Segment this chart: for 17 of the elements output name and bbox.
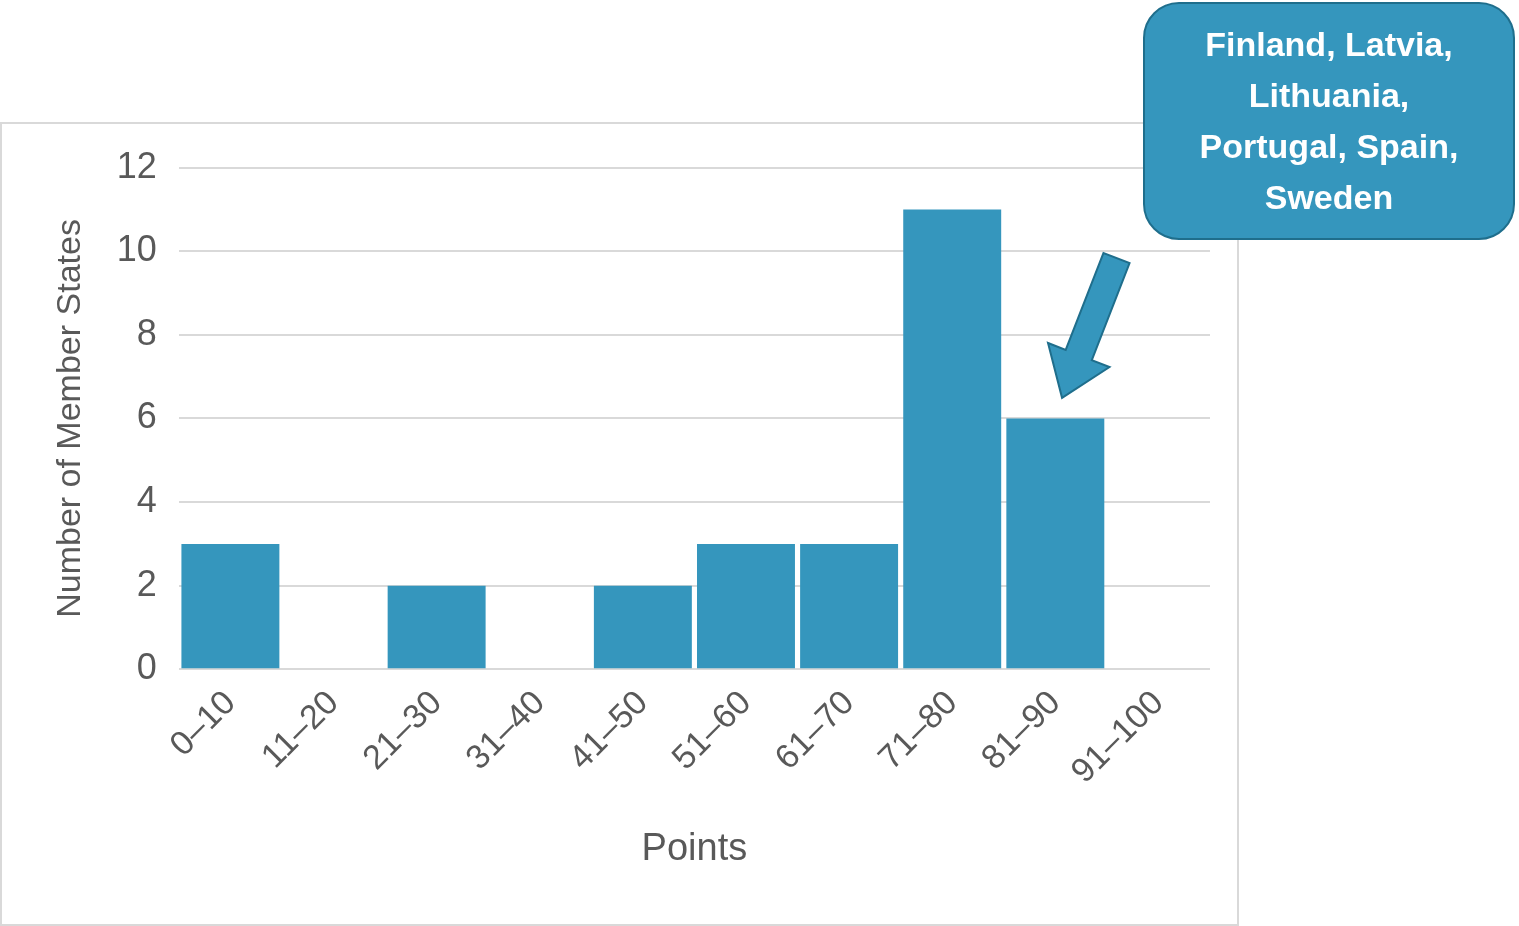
y-tick-label: 10 — [116, 228, 157, 270]
y-tick-label: 4 — [136, 479, 157, 521]
y-tick-label: 8 — [136, 311, 157, 353]
bar — [181, 543, 280, 669]
y-tick-label: 6 — [136, 395, 157, 437]
bar — [387, 585, 486, 669]
bar — [903, 209, 1002, 669]
bar — [1006, 418, 1105, 669]
x-axis-title: Points — [641, 825, 748, 868]
y-tick-label: 0 — [136, 646, 157, 688]
y-tick-label: 2 — [136, 562, 157, 604]
y-axis-title: Number of Member States — [48, 219, 87, 618]
bar — [593, 585, 692, 669]
callout-box: Finland, Latvia, Lithuania, Portugal, Spain, Sweden — [1143, 2, 1515, 240]
bar — [697, 543, 795, 669]
bar — [800, 543, 899, 669]
y-tick-label: 12 — [116, 144, 157, 186]
